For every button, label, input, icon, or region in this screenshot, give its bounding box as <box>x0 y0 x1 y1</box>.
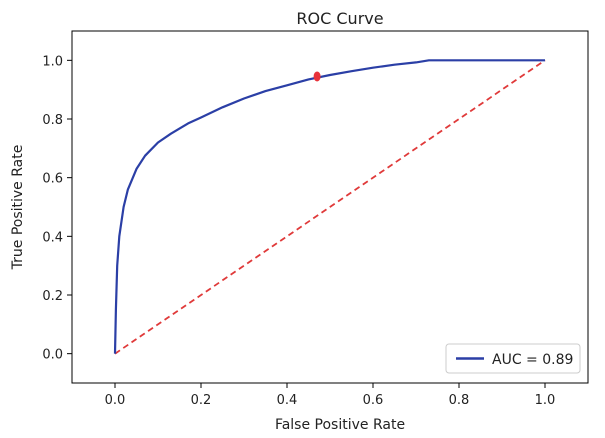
y-tick-label: 0.4 <box>42 230 63 245</box>
x-tick-label: 0.2 <box>191 393 212 408</box>
y-axis-ticks: 0.0 0.2 0.4 0.6 0.8 1.0 <box>42 54 72 363</box>
y-tick-label: 1.0 <box>42 54 63 69</box>
x-tick-label: 0.6 <box>363 393 384 408</box>
legend: AUC = 0.89 <box>445 343 581 374</box>
diagonal-reference-line <box>114 59 546 355</box>
y-tick-label: 0.8 <box>42 113 63 128</box>
roc-curve-line <box>113 59 545 354</box>
x-tick-label: 0.0 <box>105 393 126 408</box>
y-tick-label: 0.2 <box>42 289 63 304</box>
x-tick-label: 0.4 <box>277 393 298 408</box>
operating-point-marker <box>313 71 321 82</box>
legend-box <box>445 343 581 374</box>
x-axis-ticks: 0.0 0.2 0.4 0.6 0.8 1.0 <box>105 383 556 408</box>
y-tick-label: 0.6 <box>42 172 63 187</box>
x-tick-label: 1.0 <box>535 393 556 408</box>
y-axis-label: True Positive Rate <box>10 145 26 271</box>
legend-label-auc: AUC = 0.89 <box>492 352 573 368</box>
y-tick-label: 0.0 <box>42 348 63 363</box>
series-layer <box>113 59 546 355</box>
x-axis-label: False Positive Rate <box>275 417 405 433</box>
chart-title: ROC Curve <box>296 9 383 28</box>
x-tick-label: 0.8 <box>449 393 470 408</box>
